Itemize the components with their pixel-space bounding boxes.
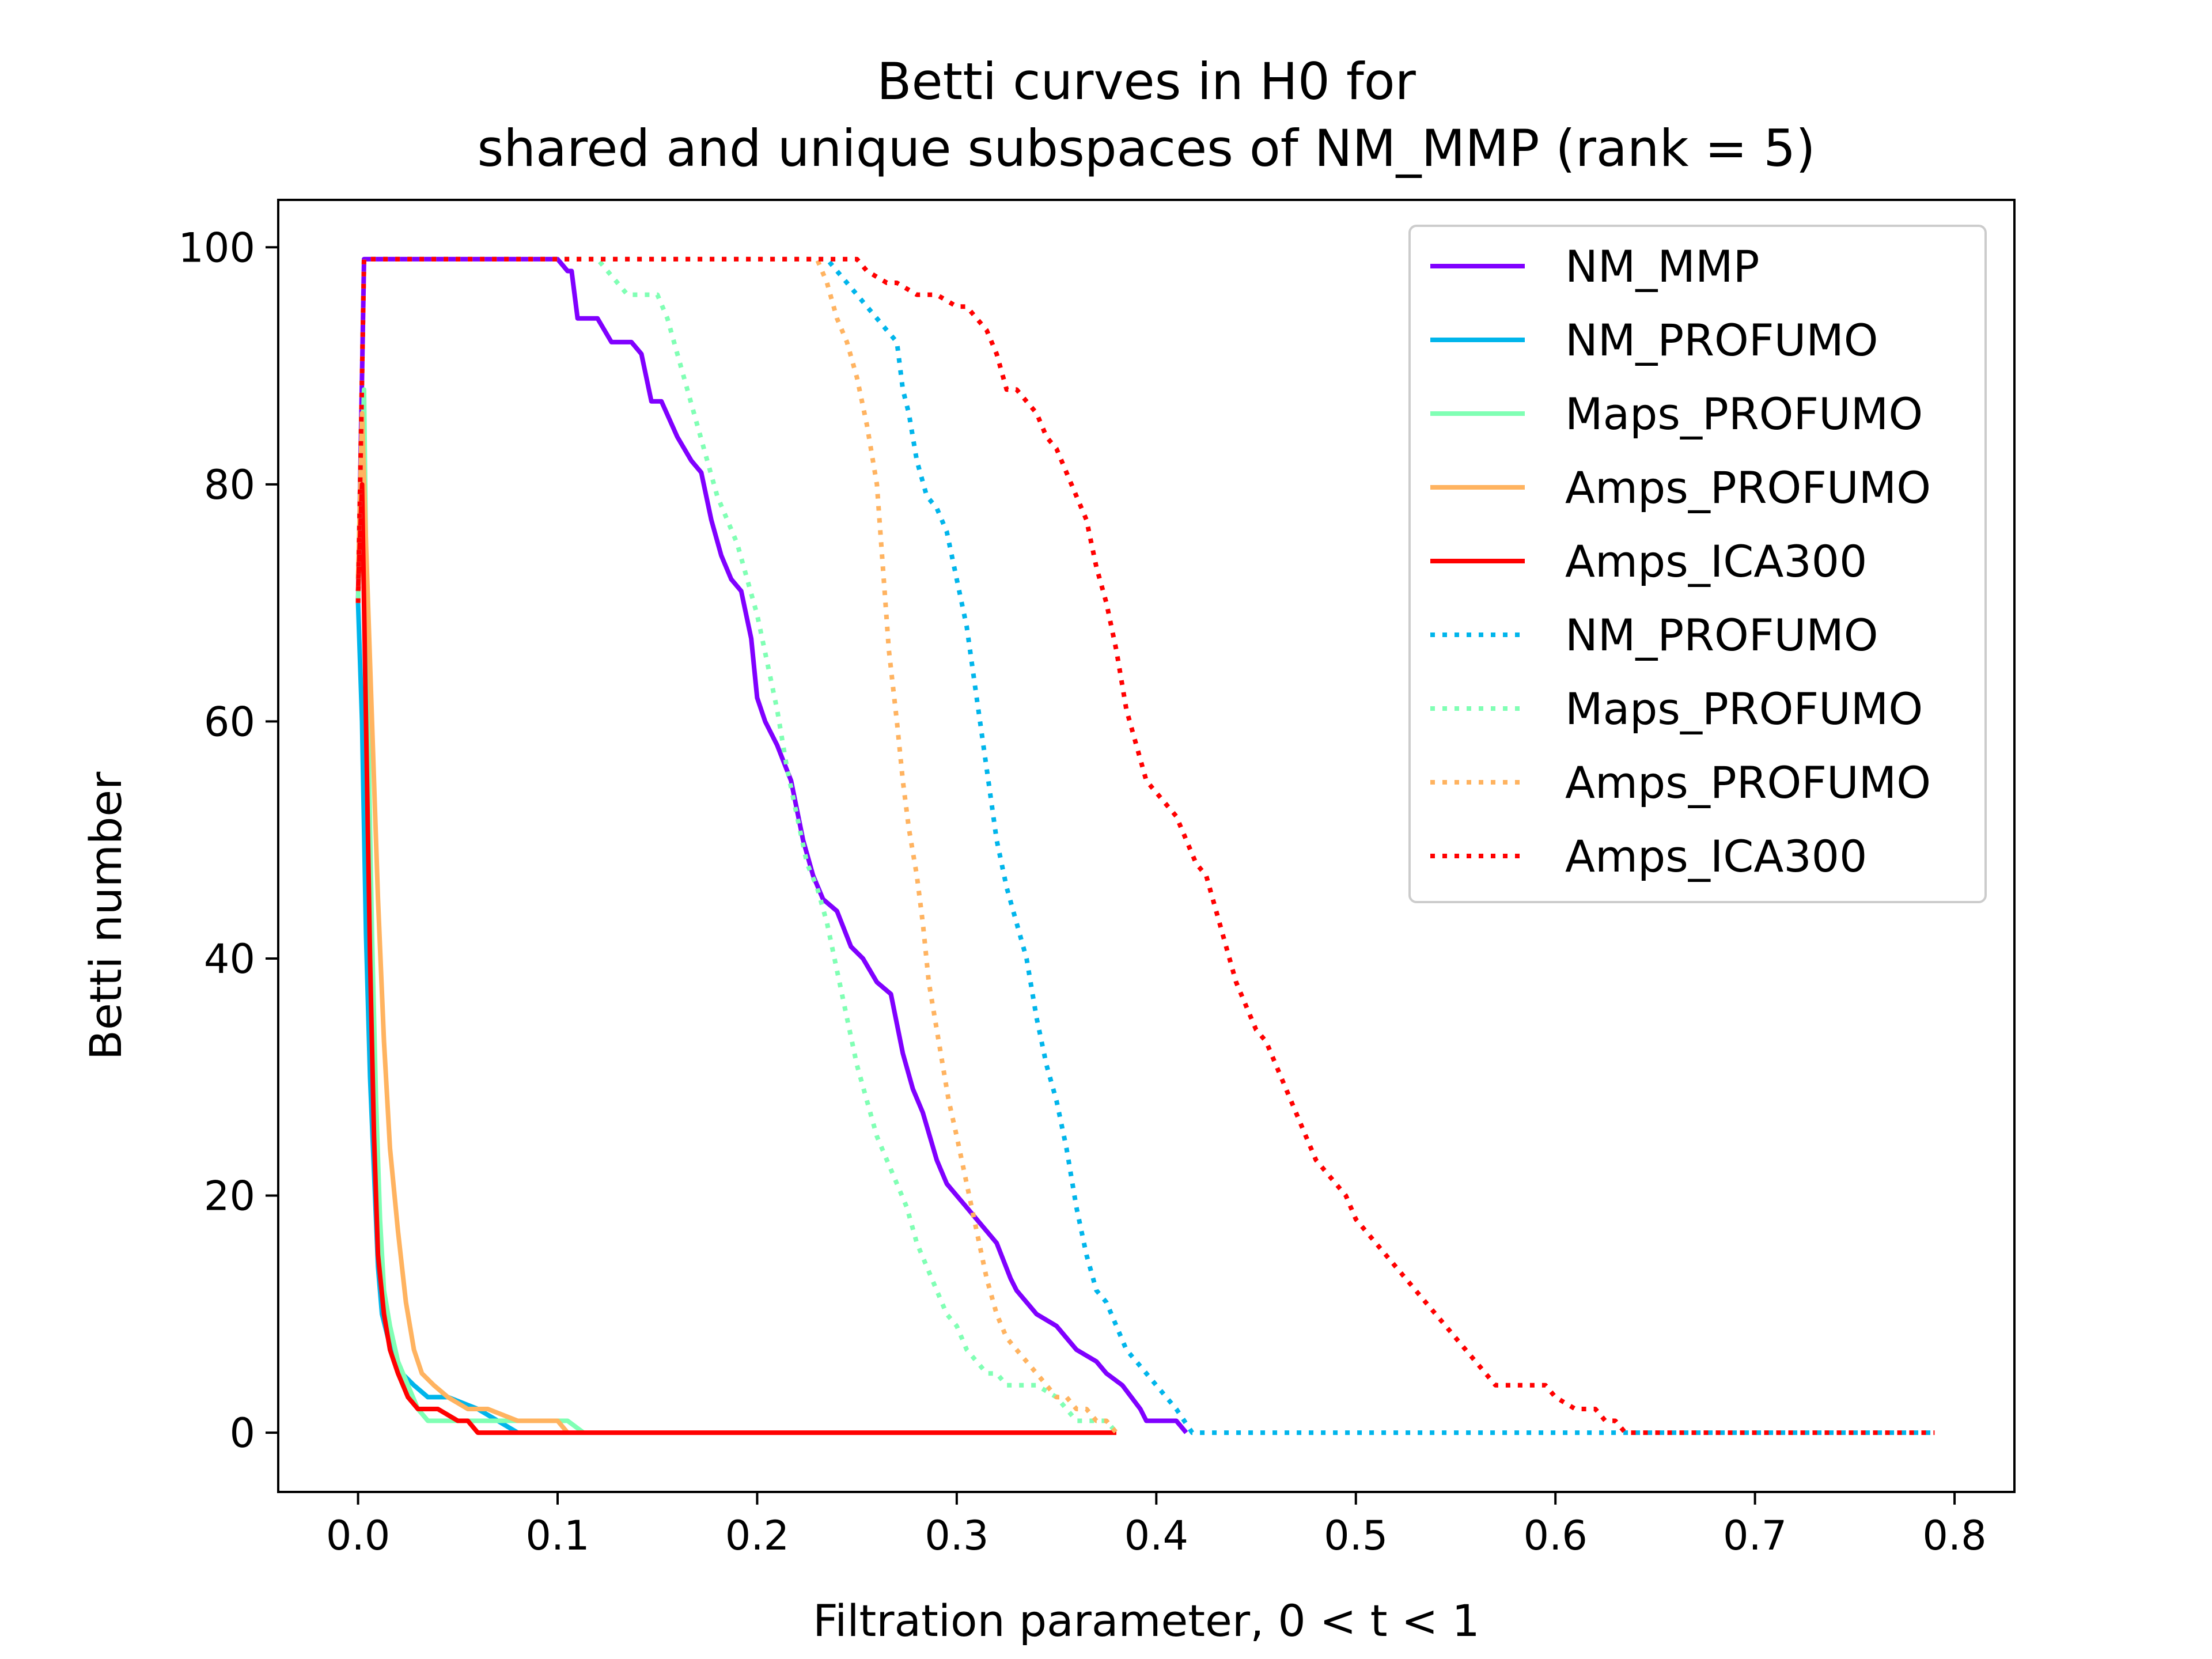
series-line-4 [355,411,570,1434]
y-tick-label: 60 [204,698,255,745]
y-axis-label: Betti number [80,771,131,1060]
legend-box [1408,225,1987,903]
legend: NM_MMP NM_PROFUMO Maps_PROFUMO Amps_PROFUMO… [1408,225,1987,903]
x-tick-label: 0.3 [925,1512,988,1559]
y-tick-label: 100 [178,224,255,271]
x-tick-label: 0.6 [1524,1512,1588,1559]
x-tick-label: 0.1 [525,1512,589,1559]
x-tick-label: 0.0 [326,1512,390,1559]
axes-frame [277,199,2016,1493]
legend-label: Maps_PROFUMO [1565,683,1923,734]
y-tick-label: 80 [204,461,255,509]
x-tick-label: 0.4 [1124,1512,1188,1559]
y-tick-label: 40 [204,935,255,983]
series-line-7 [355,256,1119,1434]
y-tick-label: 20 [204,1173,255,1220]
y-tick-label: 0 [229,1410,255,1457]
series-layer [355,256,1935,1435]
series-line-9 [355,256,1935,1435]
series-line-5 [355,482,1116,1435]
legend-label: NM_MMP [1565,241,1759,292]
x-tick-label: 0.7 [1723,1512,1787,1559]
chart-title: Betti curves in H0 for [877,52,1416,111]
legend-label: Amps_PROFUMO [1565,462,1931,513]
legend-label: Amps_PROFUMO [1565,757,1931,808]
series-line-1 [355,256,1188,1434]
legend-label: Amps_ICA300 [1565,831,1867,882]
x-tick-label: 0.2 [725,1512,789,1559]
series-line-6 [355,256,1935,1435]
ticks-layer: 0.0 0.1 0.2 0.3 0.4 0.5 0.6 0.7 0.8 0 20 40 60 80 100 [178,224,1986,1559]
legend-label: Amps_ICA300 [1565,536,1867,587]
x-tick-label: 0.8 [1922,1512,1986,1559]
legend-label: NM_PROFUMO [1565,315,1878,366]
legend-label: NM_PROFUMO [1565,609,1878,661]
x-axis-label: Filtration parameter, 0 < t < 1 [813,1595,1480,1646]
series-line-8 [355,256,1119,1434]
legend-label: Maps_PROFUMO [1565,388,1923,440]
chart-subtitle: shared and unique subspaces of NM_MMP (r… [477,119,1815,178]
x-tick-label: 0.5 [1324,1512,1388,1559]
